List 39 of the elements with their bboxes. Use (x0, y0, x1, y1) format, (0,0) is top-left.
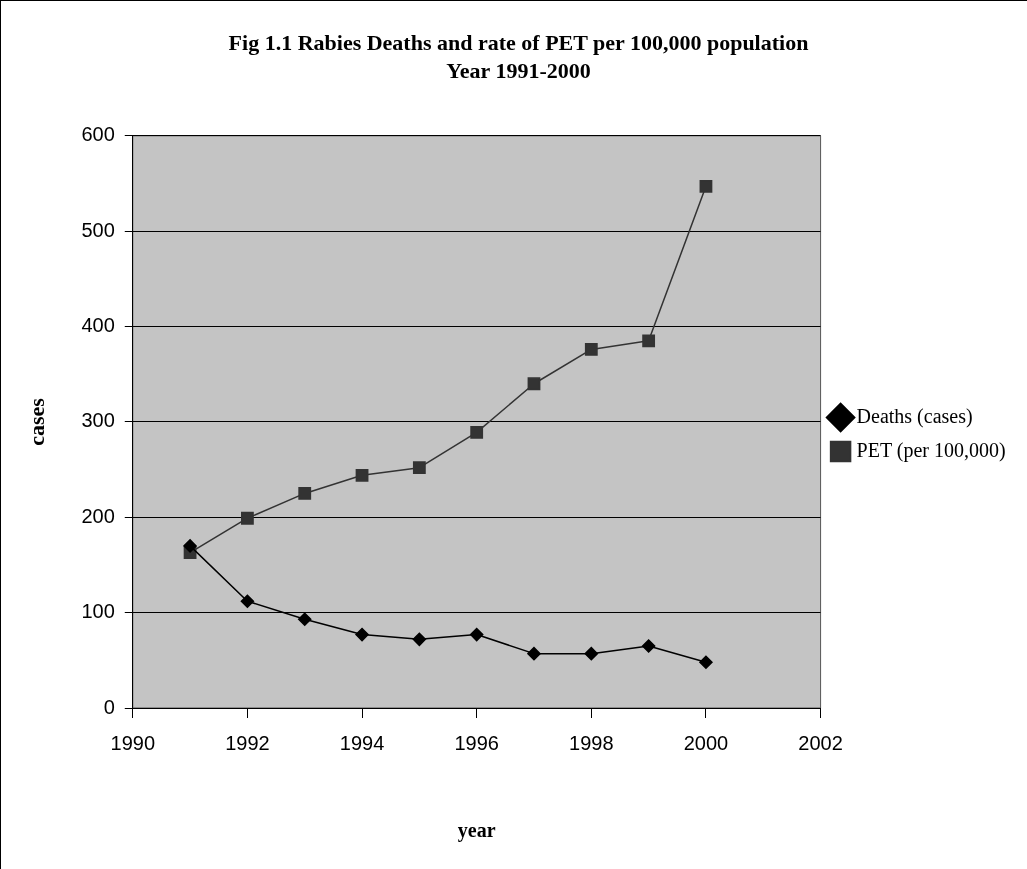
point (642, 334, 656, 348)
point (183, 539, 197, 553)
point (298, 487, 312, 500)
point (241, 511, 254, 525)
y-tick-label: 0 (103, 695, 115, 718)
chart-subtitle: Year 1991-2000 (446, 58, 591, 84)
y-axis-title: cases (23, 397, 49, 446)
point (355, 627, 369, 642)
point (699, 179, 713, 193)
point (699, 655, 713, 669)
point (527, 646, 541, 661)
x-tick-label: 1990 (110, 731, 156, 754)
legend-label: PET (per 100,000) (856, 438, 1006, 462)
x-tick-label: 1992 (225, 731, 270, 754)
point (641, 639, 656, 653)
point (584, 646, 599, 661)
y-tick-label: 500 (81, 218, 115, 241)
x-tick-label: 2000 (683, 731, 729, 754)
point (297, 612, 312, 627)
point (412, 461, 426, 475)
y-tick-label: 300 (81, 409, 115, 432)
y-tick-label: 100 (81, 600, 115, 623)
y-tick-label: 600 (81, 123, 115, 146)
x-tick-label: 1998 (569, 731, 614, 754)
point (469, 627, 484, 642)
point (412, 632, 427, 647)
chart-title: Fig 1.1 Rabies Deaths and rate of PET per 100,000 population (228, 29, 809, 55)
point (527, 377, 541, 391)
y-tick-label: 200 (81, 504, 115, 527)
point (355, 468, 369, 482)
x-tick-label: 2002 (798, 731, 843, 754)
x-axis-title: year (457, 819, 496, 843)
y-tick-label: 400 (81, 314, 115, 337)
point (240, 594, 255, 608)
point (584, 343, 598, 356)
legend-label: Deaths (cases) (856, 404, 973, 428)
x-tick-label: 1996 (454, 731, 499, 754)
x-tick-label: 1994 (339, 731, 385, 754)
point (470, 425, 484, 439)
